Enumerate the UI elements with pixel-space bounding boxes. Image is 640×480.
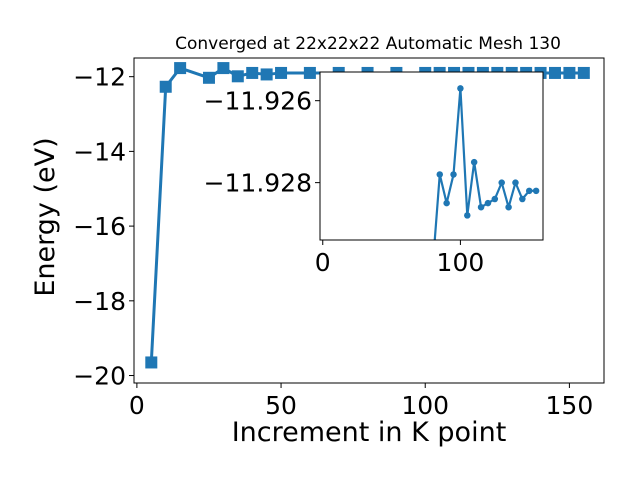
inset-data-point bbox=[450, 171, 457, 178]
inset-y-tick-label: −11.926 bbox=[204, 87, 312, 116]
main-data-point bbox=[577, 66, 590, 79]
inset-data-point bbox=[491, 195, 499, 203]
inset-data-point bbox=[525, 187, 533, 195]
main-data-point bbox=[145, 356, 158, 369]
inset-plot-area bbox=[433, 85, 540, 240]
main-data-point bbox=[174, 62, 187, 75]
inset-series-line bbox=[433, 87, 537, 240]
main-x-tick-label: 50 bbox=[265, 391, 297, 420]
inset-frame bbox=[319, 71, 544, 241]
inset-data-point bbox=[484, 199, 492, 207]
inset-data-point bbox=[532, 187, 540, 195]
main-y-tick-label: −20 bbox=[73, 362, 126, 391]
main-x-tick-label: 0 bbox=[129, 391, 145, 420]
inset-data-point bbox=[436, 171, 444, 178]
main-data-point bbox=[202, 71, 215, 84]
main-data-point bbox=[548, 66, 561, 79]
inset-y-tick-label: −11.928 bbox=[204, 169, 312, 198]
main-y-tick-label: −12 bbox=[73, 63, 126, 92]
inset-x-tick-label: 0 bbox=[315, 248, 331, 277]
main-data-point bbox=[246, 66, 259, 79]
main-data-point bbox=[563, 66, 576, 79]
inset-background bbox=[320, 72, 543, 240]
inset-data-point bbox=[498, 179, 505, 186]
inset-data-point bbox=[477, 203, 485, 211]
main-data-point bbox=[275, 66, 288, 79]
inset-data-point bbox=[443, 199, 450, 207]
main-y-tick-label: −14 bbox=[73, 137, 126, 166]
main-data-point bbox=[303, 66, 316, 79]
main-data-point bbox=[231, 70, 244, 83]
main-data-point bbox=[260, 68, 273, 81]
inset-x-tick-label: 100 bbox=[437, 248, 485, 277]
chart-title: Converged at 22x22x22 Automatic Mesh 130 bbox=[175, 34, 561, 54]
inset-data-point bbox=[457, 85, 464, 92]
inset-axes: 0 100 −11.928 −11.926 bbox=[204, 71, 544, 277]
main-y-tick-label: −18 bbox=[73, 287, 126, 316]
inset-data-point bbox=[464, 212, 471, 219]
main-frame bbox=[133, 57, 605, 384]
main-data-point bbox=[159, 80, 172, 93]
inset-data-point bbox=[470, 158, 478, 166]
main-y-tick-label: −16 bbox=[73, 212, 126, 241]
main-x-tick-label: 100 bbox=[401, 391, 449, 420]
inset-data-point bbox=[512, 179, 519, 186]
inset-data-point bbox=[505, 203, 512, 211]
main-data-point bbox=[217, 62, 230, 75]
y-axis-label: Energy (eV) bbox=[30, 137, 61, 296]
inset-data-point bbox=[519, 195, 526, 203]
x-axis-label: Increment in K point bbox=[232, 417, 507, 448]
main-x-tick-label: 150 bbox=[546, 391, 594, 420]
